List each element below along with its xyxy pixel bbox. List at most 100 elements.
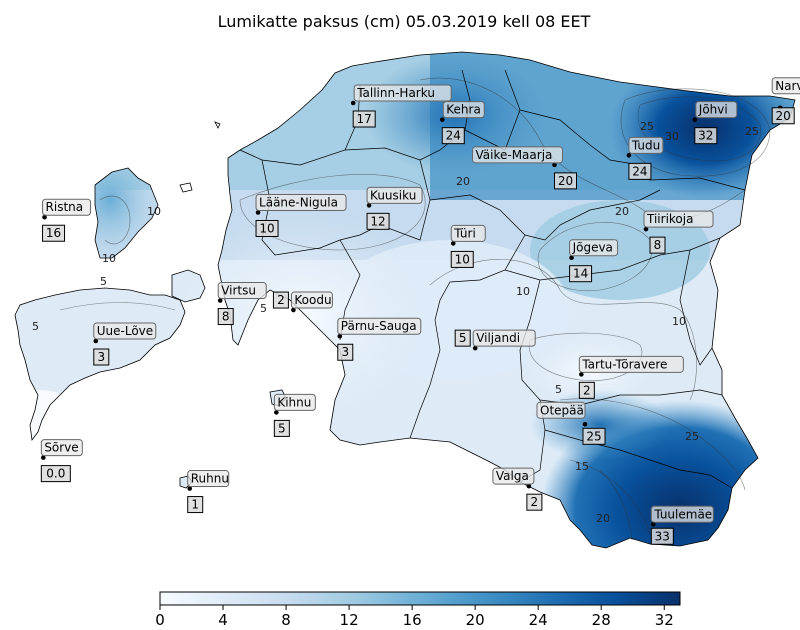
station-ruhnu[interactable]: Ruhnu 1 bbox=[187, 470, 230, 514]
station-vaike-maarja[interactable]: Väike-Maarja 20 bbox=[472, 146, 577, 190]
station-value: 25 bbox=[586, 429, 601, 443]
station-marker bbox=[217, 298, 223, 303]
station-marker bbox=[291, 307, 296, 313]
station-viljandi[interactable]: Viljandi 5 bbox=[454, 329, 536, 351]
station-name-box bbox=[255, 193, 347, 211]
station-tallinn-harku[interactable]: Tallinn-Harku 17 bbox=[350, 84, 452, 128]
station-name: Lääne-Nigula bbox=[259, 195, 338, 209]
station-name: Otepää bbox=[540, 403, 584, 417]
station-marker bbox=[42, 214, 47, 220]
svg-text:25: 25 bbox=[685, 430, 699, 443]
station-value-box bbox=[255, 219, 279, 237]
station-marker bbox=[579, 372, 584, 377]
station-narva[interactable]: Narva 20 bbox=[771, 77, 800, 125]
station-value: 8 bbox=[654, 238, 662, 252]
station-name: Jõgeva bbox=[572, 241, 613, 255]
svg-text:10: 10 bbox=[147, 205, 161, 218]
svg-text:20: 20 bbox=[596, 512, 610, 525]
station-name: Tartu-Tõravere bbox=[581, 357, 667, 371]
station-name: Uue-Lõve bbox=[97, 324, 153, 338]
station-johvi[interactable]: Jõhvi 32 bbox=[692, 101, 738, 145]
station-kehra[interactable]: Kehra 24 bbox=[439, 101, 485, 145]
station-marker bbox=[626, 153, 632, 158]
station-marker bbox=[569, 255, 574, 260]
station-turi[interactable]: Türi 10 bbox=[450, 224, 486, 268]
station-name-box bbox=[273, 393, 316, 411]
station-koodu[interactable]: Koodu 2 bbox=[272, 291, 333, 313]
colorbar-tick-label: 24 bbox=[529, 611, 548, 629]
station-value-box bbox=[366, 212, 390, 230]
station-value-box bbox=[40, 465, 71, 483]
station-name-box bbox=[536, 401, 586, 419]
station-marker bbox=[472, 345, 478, 351]
colorbar-tick-label: 4 bbox=[218, 611, 228, 629]
station-name-box bbox=[42, 198, 92, 216]
station-marker bbox=[439, 117, 445, 122]
svg-text:20: 20 bbox=[456, 175, 470, 188]
station-value: 8 bbox=[222, 310, 230, 324]
station-kihnu[interactable]: Kihnu 5 bbox=[273, 393, 316, 437]
station-tartu-toravere[interactable]: Tartu-Tõravere 2 bbox=[578, 355, 684, 399]
station-marker bbox=[582, 422, 588, 427]
colorbar-ticks: 0 4 8 12 16 20 24 28 32 bbox=[155, 605, 674, 629]
station-value: 20 bbox=[558, 174, 573, 188]
station-value-box bbox=[582, 427, 606, 445]
station-marker bbox=[552, 162, 557, 168]
station-value-box bbox=[454, 329, 471, 347]
station-name: Ristna bbox=[46, 200, 84, 214]
station-name: Kihnu bbox=[277, 395, 311, 409]
station-name: Tiirikoja bbox=[646, 212, 693, 226]
station-virtsu[interactable]: Virtsu 8 bbox=[217, 282, 267, 326]
station-marker bbox=[692, 117, 698, 122]
station-uue-lowe[interactable]: Uue-Lõve 3 bbox=[93, 322, 157, 366]
station-tudu[interactable]: Tudu 24 bbox=[626, 136, 664, 180]
station-tuulemae[interactable]: Tuulemäe 33 bbox=[650, 505, 714, 545]
station-marker bbox=[350, 100, 356, 106]
station-name-box bbox=[695, 101, 738, 119]
station-value: 1 bbox=[191, 498, 199, 512]
station-name: Tuulemäe bbox=[653, 507, 712, 521]
station-tiirikoja[interactable]: Tiirikoja 8 bbox=[643, 210, 714, 254]
station-value: 3 bbox=[341, 345, 349, 359]
station-name: Pärnu-Sauga bbox=[341, 319, 417, 333]
station-value: 32 bbox=[698, 129, 713, 143]
svg-text:10: 10 bbox=[672, 315, 686, 328]
station-value-box bbox=[441, 127, 465, 145]
station-marker bbox=[274, 410, 279, 415]
station-value: 10 bbox=[455, 252, 470, 266]
station-marker bbox=[643, 226, 649, 232]
station-ristna[interactable]: Ristna 16 bbox=[42, 198, 92, 242]
station-value: 16 bbox=[46, 226, 61, 240]
station-value: 17 bbox=[357, 112, 372, 126]
station-name: Valga bbox=[496, 469, 529, 483]
station-value-box bbox=[450, 250, 474, 268]
station-name: Viljandi bbox=[476, 331, 520, 345]
station-value-box bbox=[578, 381, 595, 399]
station-value: 24 bbox=[632, 164, 647, 178]
station-name-box bbox=[628, 136, 664, 154]
station-marker bbox=[41, 455, 46, 460]
station-laane-nigula[interactable]: Lääne-Nigula 10 bbox=[255, 193, 347, 237]
station-name: Väike-Maarja bbox=[476, 148, 553, 162]
station-value-box bbox=[554, 172, 577, 190]
station-jogeva[interactable]: Jõgeva 14 bbox=[569, 239, 619, 283]
colorbar-tick-label: 28 bbox=[592, 611, 611, 629]
station-value: 24 bbox=[446, 129, 461, 143]
station-name-box bbox=[337, 317, 422, 335]
station-name: Koodu bbox=[294, 293, 331, 307]
station-value: 10 bbox=[259, 221, 274, 235]
station-marker bbox=[337, 333, 343, 339]
colorbar: 0 4 8 12 16 20 24 28 32 bbox=[155, 591, 681, 629]
station-value: 2 bbox=[277, 293, 285, 307]
station-value-box bbox=[42, 224, 66, 242]
station-sorve[interactable]: Sõrve 0.0 bbox=[40, 439, 83, 483]
station-parnu-sauga[interactable]: Pärnu-Sauga 3 bbox=[337, 317, 422, 361]
station-kuusiku[interactable]: Kuusiku 12 bbox=[366, 186, 423, 230]
station-value: 33 bbox=[655, 529, 670, 543]
county-borders bbox=[239, 69, 746, 489]
station-value: 5 bbox=[459, 331, 467, 345]
station-value-box bbox=[337, 343, 354, 361]
